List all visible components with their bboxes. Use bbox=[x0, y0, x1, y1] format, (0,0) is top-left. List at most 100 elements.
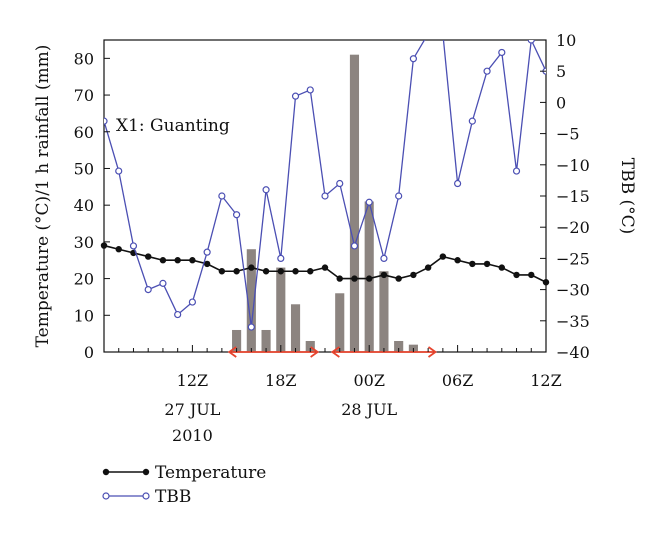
y-right-tick-label: −20 bbox=[556, 218, 590, 237]
y-right-tick-label: 0 bbox=[556, 93, 566, 112]
date-label: 2010 bbox=[172, 426, 213, 445]
rainfall-bar bbox=[261, 329, 271, 352]
temperature-point bbox=[366, 275, 373, 282]
tbb-point bbox=[409, 55, 417, 63]
rainfall-bar bbox=[379, 271, 389, 352]
tbb-point bbox=[350, 242, 359, 250]
rainfall-bar bbox=[276, 267, 286, 352]
date-labels: 27 JUL 2010 28 JUL bbox=[164, 400, 397, 445]
tbb-point bbox=[159, 279, 167, 287]
tbb-point bbox=[380, 254, 388, 262]
rain-period-arrowhead bbox=[227, 346, 237, 358]
rainfall-bar bbox=[290, 304, 301, 352]
tbb-point bbox=[291, 92, 300, 100]
rainfall-bar bbox=[232, 329, 242, 352]
tbb-point bbox=[306, 86, 314, 94]
temperature-line bbox=[103, 244, 547, 283]
date-label: 28 JUL bbox=[341, 400, 397, 419]
y-left-tick-label: 50 bbox=[74, 159, 94, 178]
temperature-point bbox=[454, 257, 461, 264]
legend-tbb-label: TBB bbox=[155, 487, 191, 507]
temperature-point bbox=[262, 268, 270, 275]
tbb-point bbox=[247, 323, 255, 331]
rainfall-bar bbox=[349, 54, 360, 353]
y-left-tick-label: 30 bbox=[74, 233, 94, 252]
y-left-tick-label: 10 bbox=[74, 306, 94, 325]
tbb-point bbox=[454, 179, 462, 188]
y-left-tick-label: 80 bbox=[74, 49, 94, 68]
y-axis-right-label: TBB (°C) bbox=[617, 158, 637, 235]
temperature-point bbox=[542, 279, 550, 286]
rain-period-arrowhead bbox=[330, 346, 340, 358]
x-tick-labels: 12Z 18Z 00Z 06Z 12Z bbox=[177, 371, 562, 390]
rainfall-bar bbox=[305, 340, 315, 352]
y-right-tick-label: −5 bbox=[556, 125, 580, 144]
tbb-line bbox=[104, 40, 546, 328]
y-right-tick-label: −40 bbox=[556, 343, 590, 362]
temperature-point bbox=[513, 271, 520, 279]
rain-period-arrowhead bbox=[427, 346, 438, 358]
tbb-point bbox=[144, 286, 152, 294]
y-right-tick-label: −10 bbox=[556, 156, 590, 175]
legend-tbb-marker bbox=[142, 492, 150, 500]
temperature-point bbox=[189, 257, 196, 264]
tbb-point bbox=[395, 192, 403, 200]
tbb-point bbox=[527, 40, 535, 44]
temperature-point bbox=[277, 268, 284, 275]
y-left-tick-label: 60 bbox=[74, 123, 94, 142]
tbb-point bbox=[498, 48, 506, 57]
tbb-point bbox=[115, 167, 123, 175]
tbb-point bbox=[336, 179, 344, 188]
x-tick-label: 12Z bbox=[530, 371, 561, 390]
tbb-point bbox=[277, 254, 285, 262]
x-tick-label: 06Z bbox=[442, 371, 473, 390]
temperature-point bbox=[469, 260, 476, 268]
x-tick-label: 00Z bbox=[353, 371, 384, 390]
x-tick-label: 12Z bbox=[177, 371, 208, 390]
temperature-point bbox=[439, 253, 447, 260]
temperature-point bbox=[321, 264, 329, 271]
tbb-point bbox=[262, 186, 270, 194]
temperature-point bbox=[336, 275, 343, 282]
rainfall-bar bbox=[246, 249, 256, 352]
axes: 01020304050607080−40−35−30−25−20−15−10−5… bbox=[74, 31, 590, 362]
temperature-point bbox=[351, 275, 358, 282]
tbb-point bbox=[104, 117, 108, 125]
tbb-point bbox=[174, 310, 182, 319]
y-right-tick-label: 10 bbox=[556, 31, 576, 50]
tbb-point bbox=[203, 248, 211, 256]
rainfall-bar bbox=[394, 340, 404, 352]
legend-item-tbb: TBB bbox=[102, 487, 191, 507]
tbb-point bbox=[188, 298, 196, 306]
temperature-point bbox=[115, 246, 122, 253]
temperature-point bbox=[159, 257, 167, 264]
y-axis-left-label: Temperature (°C)/1 h rainfall (mm) bbox=[33, 45, 53, 348]
legend-tbb-marker bbox=[102, 492, 110, 500]
legend-temperature-marker bbox=[142, 468, 150, 476]
y-right-tick-label: −35 bbox=[556, 312, 590, 331]
station-annotation: X1: Guanting bbox=[116, 116, 230, 136]
tbb-point bbox=[468, 117, 476, 125]
tbb-point bbox=[425, 31, 431, 37]
temperature-point bbox=[498, 264, 505, 271]
tbb-point bbox=[483, 67, 491, 75]
legend-item-temperature: Temperature bbox=[102, 463, 266, 483]
y-right-tick-label: −15 bbox=[556, 187, 590, 206]
rainfall-bars bbox=[232, 54, 418, 353]
temperature-point bbox=[528, 271, 535, 279]
tbb-point bbox=[233, 211, 241, 219]
temperature-point bbox=[424, 264, 432, 271]
temperature-point bbox=[233, 268, 240, 275]
rainfall-bar bbox=[335, 293, 345, 352]
y-right-tick-label: −25 bbox=[556, 249, 590, 268]
tbb-point bbox=[321, 192, 329, 200]
legend-temperature-label: Temperature bbox=[155, 463, 266, 483]
temperature-point bbox=[203, 260, 211, 268]
temperature-point bbox=[174, 257, 181, 264]
rain-period-arrows bbox=[227, 346, 438, 358]
tbb-point bbox=[129, 242, 138, 250]
y-left-tick-label: 40 bbox=[74, 196, 94, 215]
tbb-point bbox=[440, 31, 446, 37]
tbb-point bbox=[365, 198, 373, 206]
